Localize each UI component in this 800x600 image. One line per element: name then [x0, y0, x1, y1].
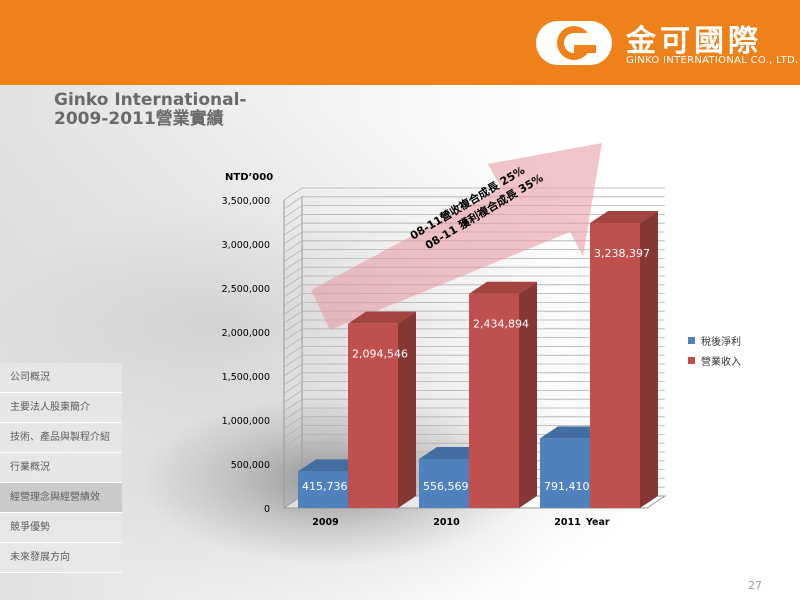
- legend-item-net-profit: 稅後淨利: [688, 330, 741, 350]
- bar-top: [348, 311, 416, 324]
- bar-side: [398, 311, 416, 508]
- bar-side: [640, 211, 658, 508]
- gridline: [283, 363, 665, 377]
- data-label: 2,434,894: [473, 318, 529, 331]
- bar-revenue-2011: [590, 223, 640, 508]
- legend-swatch-net-profit: [688, 336, 695, 344]
- data-label: 415,736: [302, 480, 348, 493]
- gridline: [283, 407, 665, 421]
- growth-arrow: [311, 143, 602, 330]
- sidebar-item-future-direction[interactable]: 未來發展方向: [0, 543, 122, 573]
- y-tick-label: 3,000,000: [222, 240, 270, 251]
- x-axis-label: Year: [585, 517, 610, 528]
- gridline: [283, 345, 665, 359]
- header-bar: 金可國際 GINKO INTERNATIONAL CO., LTD.: [0, 0, 800, 85]
- gridline: [283, 425, 665, 438]
- bar-side: [519, 281, 537, 508]
- bar-revenue-2010: [469, 293, 519, 508]
- gridline: [283, 398, 665, 412]
- y-tick-label: 500,000: [231, 460, 270, 471]
- y-axis-unit-label: NTD’000: [225, 172, 273, 183]
- page-title: Ginko International- 2009-2011營業實績: [54, 91, 246, 129]
- sidebar-item-technology-products[interactable]: 技術、產品與製程介紹: [0, 423, 122, 453]
- x-tick-label: 2011: [554, 517, 580, 528]
- legend-label-net-profit: 稅後淨利: [701, 336, 741, 348]
- y-tick-label: 3,500,000: [222, 196, 270, 207]
- legend-swatch-revenue: [688, 356, 695, 364]
- sidebar-item-company-overview[interactable]: 公司概況: [0, 363, 122, 393]
- gridline: [283, 266, 665, 280]
- gridline: [283, 354, 665, 368]
- page-number: 27: [748, 579, 762, 592]
- y-tick-label: 1,500,000: [222, 372, 270, 383]
- company-logo-icon: [536, 21, 612, 65]
- sidebar-item-competitive-advantage[interactable]: 競爭優勢: [0, 513, 122, 543]
- bar-net-profit-2010: [419, 459, 469, 508]
- x-tick-label: 2010: [433, 517, 460, 528]
- y-tick-label: 2,000,000: [222, 328, 270, 339]
- gridline: [283, 433, 665, 447]
- data-label: 3,238,397: [594, 247, 650, 260]
- data-label: 2,094,546: [352, 348, 408, 361]
- data-label: 556,569: [423, 480, 469, 493]
- gridline: [283, 416, 665, 430]
- gridline: [283, 381, 665, 394]
- chart-legend: 稅後淨利 營業收入: [688, 330, 741, 370]
- bar-net-profit-2009: [298, 471, 348, 508]
- x-tick-label: 2009: [312, 517, 338, 528]
- gridline: [283, 249, 665, 262]
- company-name-cn: 金可國際: [626, 24, 762, 59]
- bar-top: [469, 281, 537, 294]
- gridline: [283, 284, 665, 298]
- y-tick-label: 2,500,000: [222, 284, 270, 295]
- bar-revenue-2009: [348, 323, 398, 508]
- bar-net-profit-2011: [540, 438, 590, 508]
- y-tick-label: 0: [264, 504, 270, 515]
- gridline: [283, 275, 665, 289]
- gridline: [283, 310, 665, 324]
- gridline: [283, 337, 665, 350]
- company-name-en: GINKO INTERNATIONAL CO., LTD.: [626, 55, 799, 66]
- legend-item-revenue: 營業收入: [688, 350, 741, 370]
- gridline: [283, 319, 665, 333]
- sidebar-item-major-shareholders[interactable]: 主要法人股東簡介: [0, 393, 122, 423]
- sidebar-nav: 公司概況 主要法人股東簡介 技術、產品與製程介紹 行業概況 經營理念與經營績效 …: [0, 363, 122, 573]
- gridline: [283, 328, 665, 342]
- gridline: [283, 389, 665, 403]
- page-title-line2: 2009-2011營業實績: [54, 109, 224, 129]
- sidebar-item-industry-overview[interactable]: 行業概況: [0, 453, 122, 483]
- gridline: [283, 257, 665, 271]
- gridline: [283, 293, 665, 306]
- sidebar-item-business-performance[interactable]: 經營理念與經營績效: [0, 483, 122, 513]
- bar-top: [590, 211, 658, 224]
- data-label: 791,410: [544, 480, 590, 493]
- legend-label-revenue: 營業收入: [701, 356, 741, 368]
- y-tick-label: 1,000,000: [222, 416, 270, 427]
- gridline: [283, 301, 665, 315]
- gridline: [283, 372, 665, 386]
- page-title-line1: Ginko International-: [54, 90, 247, 110]
